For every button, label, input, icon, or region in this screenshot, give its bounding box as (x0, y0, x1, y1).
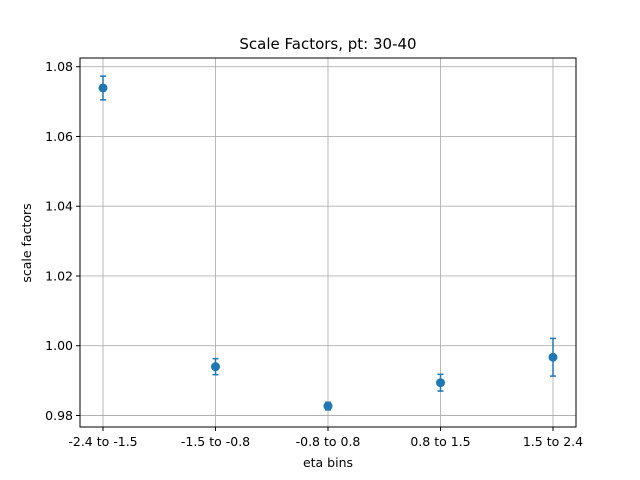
x-tick-label: 0.8 to 1.5 (410, 434, 470, 449)
y-tick-label: 1.08 (45, 59, 73, 74)
data-point (548, 352, 558, 362)
data-point (323, 401, 333, 411)
data-point (98, 83, 108, 93)
x-tick-label: -2.4 to -1.5 (68, 434, 137, 449)
grid (80, 58, 576, 427)
x-axis-label: eta bins (303, 455, 353, 470)
data-point (211, 362, 220, 372)
x-tick-label: 1.5 to 2.4 (523, 434, 583, 449)
axis-ticks: -2.4 to -1.5 -1.5 to -0.8 -0.8 to 0.8 0.8 t… (45, 59, 583, 449)
y-tick-label: 1.02 (45, 268, 73, 283)
y-tick-label: 0.98 (45, 408, 73, 423)
x-tick-label: -1.5 to -0.8 (181, 434, 250, 449)
y-axis-label: scale factors (19, 203, 34, 282)
data-marks (98, 75, 558, 411)
x-tick-label: -0.8 to 0.8 (296, 434, 361, 449)
data-point (436, 378, 445, 388)
chart-title: Scale Factors, pt: 30-40 (239, 35, 416, 53)
y-tick-label: 1.00 (45, 338, 73, 353)
y-tick-label: 1.04 (45, 199, 73, 214)
y-tick-label: 1.06 (45, 129, 73, 144)
